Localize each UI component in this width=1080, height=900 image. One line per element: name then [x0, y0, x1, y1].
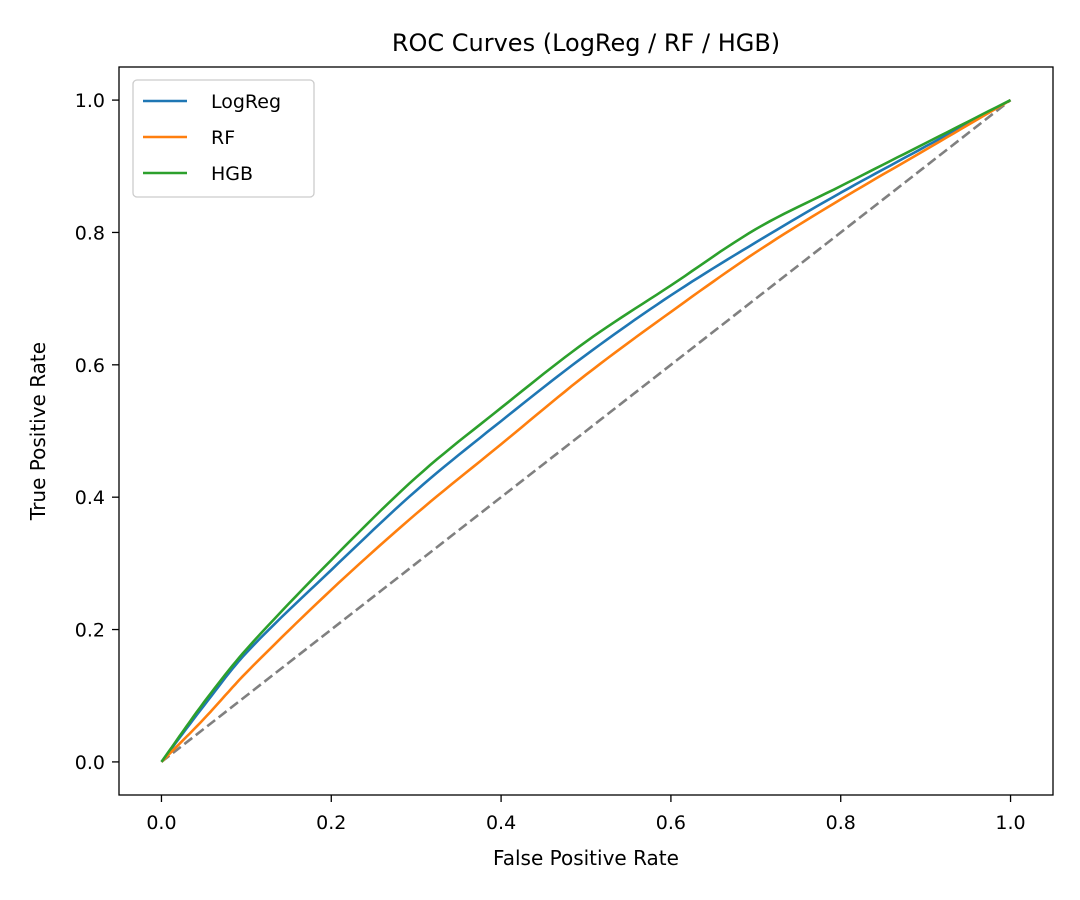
- legend: LogReg RF HGB: [132, 79, 315, 198]
- x-axis-ticks: 0.0 0.2 0.4 0.6 0.8 1.0: [146, 795, 1026, 834]
- legend-box: [132, 79, 315, 198]
- x-tick: 0.2: [316, 795, 346, 834]
- series-line-logreg: [160, 98, 1012, 763]
- y-axis-label: True Positive Rate: [26, 342, 50, 521]
- y-tick-label: 0.0: [75, 752, 105, 774]
- chart-title: ROC Curves (LogReg / RF / HGB): [392, 29, 780, 57]
- x-tick: 0.8: [826, 795, 856, 834]
- series-line-rf: [160, 98, 1012, 763]
- y-tick-label: 0.2: [75, 620, 105, 642]
- legend-label: HGB: [211, 163, 253, 185]
- y-axis-ticks: 0.0 0.2 0.4 0.6 0.8 1.0: [75, 90, 119, 774]
- x-tick: 0.4: [486, 795, 516, 834]
- y-tick: 0.0: [75, 752, 119, 774]
- x-tick-label: 0.0: [146, 812, 176, 834]
- y-tick: 1.0: [75, 90, 119, 112]
- y-tick: 0.2: [75, 620, 119, 642]
- x-axis-label: False Positive Rate: [493, 846, 679, 870]
- y-tick-label: 1.0: [75, 90, 105, 112]
- x-tick-label: 0.4: [486, 812, 516, 834]
- x-tick-label: 0.8: [826, 812, 856, 834]
- x-tick: 0.6: [656, 795, 686, 834]
- x-tick-label: 1.0: [995, 812, 1025, 834]
- x-tick: 0.0: [146, 795, 177, 834]
- y-tick: 0.8: [75, 222, 119, 244]
- legend-entry-hgb: HGB: [143, 163, 253, 185]
- y-tick: 0.4: [75, 487, 119, 509]
- plot-area: [160, 98, 1012, 763]
- series-line-hgb: [160, 98, 1012, 763]
- y-tick-label: 0.6: [75, 355, 105, 377]
- y-tick-label: 0.8: [75, 222, 105, 244]
- x-tick-label: 0.6: [656, 812, 686, 834]
- x-tick-label: 0.2: [316, 812, 346, 834]
- chance-diagonal-line: [160, 99, 1012, 763]
- y-tick-label: 0.4: [75, 487, 105, 509]
- legend-entry-rf: RF: [143, 127, 235, 149]
- axes-frame: [118, 66, 1054, 796]
- x-tick: 1.0: [995, 795, 1026, 834]
- y-tick: 0.6: [75, 355, 119, 377]
- legend-entry-logreg: LogReg: [143, 91, 281, 113]
- legend-label: LogReg: [211, 91, 281, 113]
- legend-label: RF: [211, 127, 235, 149]
